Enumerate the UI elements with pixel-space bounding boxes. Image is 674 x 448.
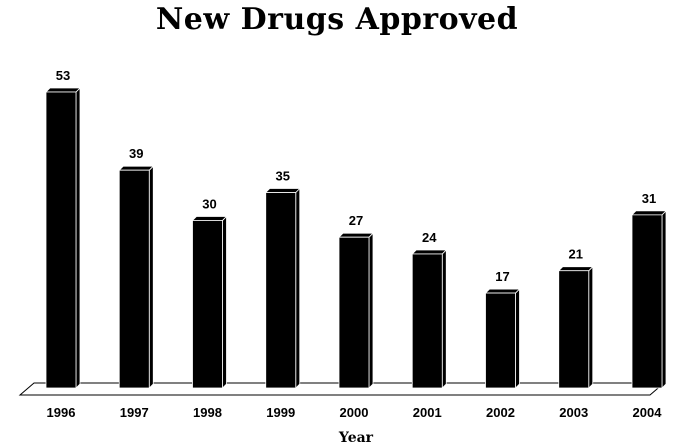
data-label: 30 xyxy=(202,196,216,211)
bar xyxy=(411,253,443,389)
bar-top xyxy=(191,216,228,221)
bar-top xyxy=(484,288,521,294)
bar-top xyxy=(45,87,81,93)
data-label: 35 xyxy=(276,169,290,184)
bar-top xyxy=(631,210,667,216)
bar-side xyxy=(148,165,154,389)
chart-title: New Drugs Approved xyxy=(155,2,519,37)
bar xyxy=(265,192,297,389)
bar-side xyxy=(588,265,594,389)
data-label: 21 xyxy=(569,247,583,262)
bar-top xyxy=(118,165,155,171)
bar-side xyxy=(222,215,227,389)
data-label: 31 xyxy=(642,191,656,206)
bar xyxy=(558,270,590,389)
x-tick-label: 1999 xyxy=(266,405,295,420)
data-label: 24 xyxy=(422,230,437,245)
bar xyxy=(192,220,223,389)
bar-side xyxy=(75,87,81,389)
bar xyxy=(485,292,516,389)
data-label: 27 xyxy=(349,213,363,228)
data-label: 17 xyxy=(495,269,509,284)
x-tick-label: 2001 xyxy=(413,405,442,420)
bar-side xyxy=(368,232,374,389)
bar-side xyxy=(661,209,667,389)
x-tick-label: 1998 xyxy=(193,405,222,420)
bar-top xyxy=(411,249,448,255)
bar xyxy=(338,236,370,389)
x-tick-label: 1996 xyxy=(47,405,76,420)
bar-side xyxy=(295,187,301,389)
bar-side xyxy=(515,288,520,389)
bar-top xyxy=(264,188,301,193)
bar-top xyxy=(338,232,374,238)
x-tick-label: 2002 xyxy=(486,405,515,420)
bar xyxy=(45,91,77,389)
bar-side xyxy=(441,248,447,389)
x-tick-label: 2003 xyxy=(559,405,588,420)
bar-top xyxy=(557,266,594,272)
x-tick-label: 1997 xyxy=(120,405,149,420)
bar xyxy=(118,169,150,389)
data-label: 53 xyxy=(56,68,70,83)
x-tick-label: 2004 xyxy=(633,405,663,420)
bar xyxy=(631,214,663,389)
x-tick-label: 2000 xyxy=(340,405,369,420)
data-label: 39 xyxy=(129,146,143,161)
x-axis-title: Year xyxy=(338,430,374,446)
